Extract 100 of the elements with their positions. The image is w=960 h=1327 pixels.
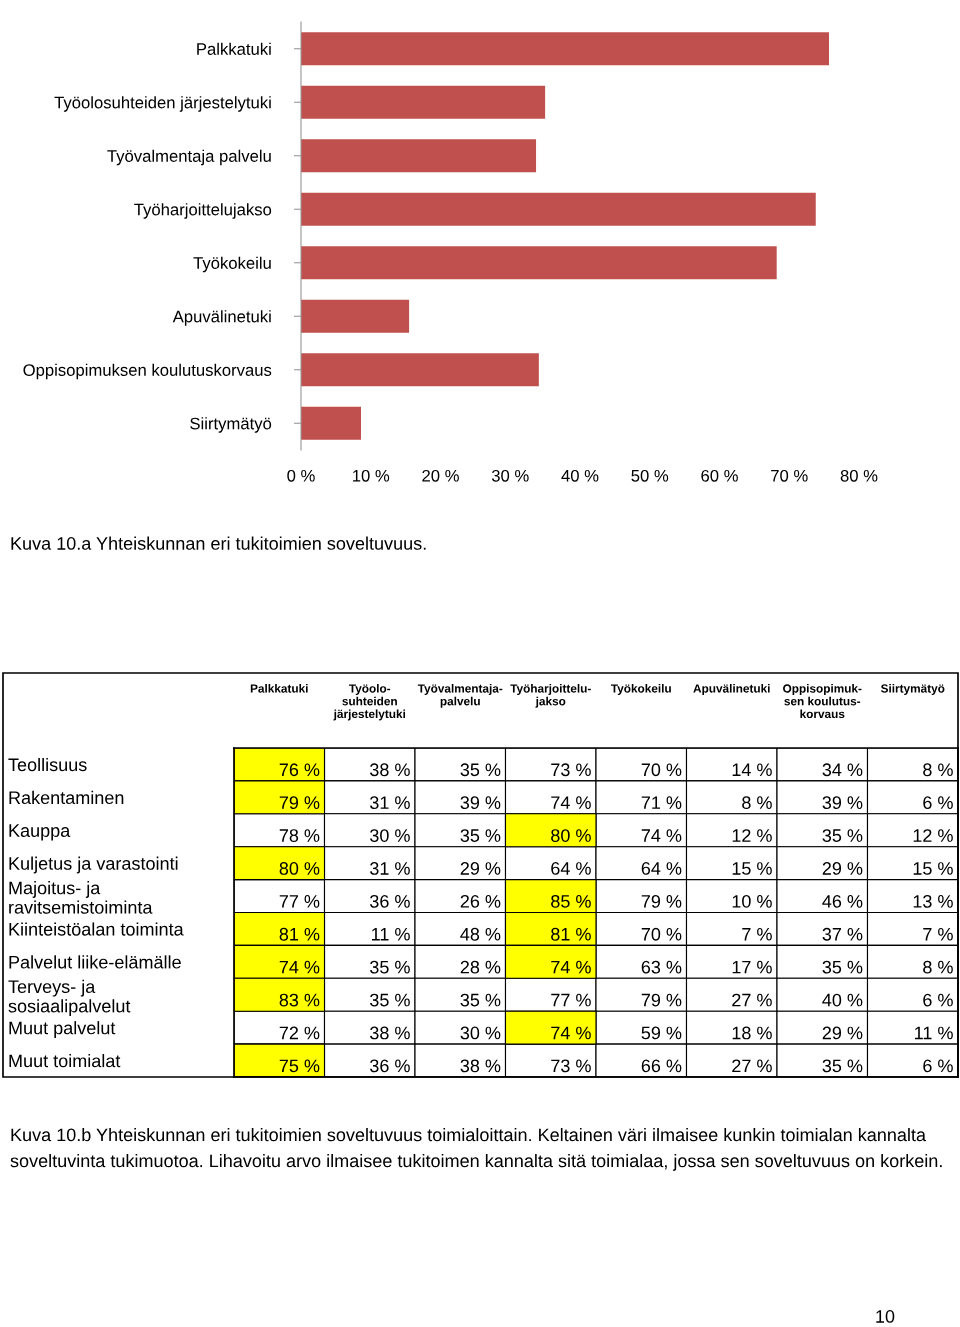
x-tick-label: Oppisopimuk- sen koulutus- korvaus <box>783 684 862 719</box>
data-label: 11 % <box>372 927 410 941</box>
x-tick-label: Palkkatuki <box>250 684 308 693</box>
data-label: 73 % <box>551 763 591 777</box>
data-label: 8 % <box>742 796 772 810</box>
y-tick-label: Palvelut liike-elämälle <box>9 955 181 969</box>
data-label: 79 % <box>641 993 682 1007</box>
data-label: 35 % <box>370 960 410 974</box>
data-label: 28 % <box>460 960 501 974</box>
y-tick-label: Muut toimialat <box>9 1054 121 1068</box>
data-label: 7 % <box>742 927 772 941</box>
data-label: 77 % <box>551 993 591 1007</box>
data-label: 31 % <box>370 862 410 875</box>
x-tick-label: 40 % <box>561 469 599 482</box>
data-label: 46 % <box>822 894 863 908</box>
data-label: 75 % <box>279 1059 320 1073</box>
data-label: 80 % <box>279 862 320 875</box>
y-tick-label: Siirtymätyö <box>190 417 272 433</box>
x-tick-label: Työharjoittelu- jakso <box>510 684 591 708</box>
data-label: 76 % <box>279 763 320 777</box>
y-tick-label: Työvalmentaja palvelu <box>107 149 271 166</box>
data-label: 17 % <box>732 960 772 974</box>
data-label: 59 % <box>641 1026 682 1040</box>
data-label: 73 % <box>551 1059 591 1073</box>
data-label: 74 % <box>279 960 320 974</box>
data-label: 34 % <box>822 763 863 777</box>
data-label: 35 % <box>460 993 501 1007</box>
data-label: 48 % <box>460 927 501 941</box>
data-label: 12 % <box>732 829 772 842</box>
data-label: 6 % <box>923 796 953 810</box>
y-tick-label: Rakentaminen <box>9 790 124 805</box>
data-label: 71 % <box>641 796 682 809</box>
data-label: 29 % <box>822 1026 863 1040</box>
data-label: 35 % <box>370 993 410 1007</box>
data-label: 15 % <box>913 862 953 875</box>
data-label: 38 % <box>460 1059 501 1073</box>
data-label: 10 % <box>732 894 772 908</box>
data-label: 36 % <box>370 894 410 908</box>
y-tick-label: Työkokeilu <box>193 256 271 273</box>
x-tick-label: 0 % <box>287 469 315 482</box>
x-tick-label: 70 % <box>771 469 808 482</box>
data-label: 27 % <box>732 1059 772 1073</box>
x-tick-label: Työolo- suhteiden järjestelytuki <box>333 684 406 721</box>
data-label: 35 % <box>460 829 501 842</box>
y-tick-label: Kauppa <box>9 824 71 841</box>
y-tick-label: Apuvälinetuki <box>172 310 271 326</box>
data-label: 8 % <box>923 763 953 777</box>
x-tick-label: Työvalmentaja- palvelu <box>417 684 503 708</box>
data-label: 72 % <box>279 1026 320 1040</box>
data-label: 64 % <box>551 862 591 875</box>
x-tick-label: 80 % <box>840 469 878 482</box>
data-label: 6 % <box>923 993 953 1007</box>
data-label: 26 % <box>460 894 501 908</box>
x-tick-label: Apuvälinetuki <box>693 684 770 696</box>
x-tick-label: 50 % <box>631 469 669 482</box>
x-tick-label: Siirtymätyö <box>880 684 945 696</box>
data-label: 29 % <box>460 862 501 875</box>
data-label: 6 % <box>923 1059 953 1073</box>
data-label: 36 % <box>370 1059 410 1073</box>
data-label: 80 % <box>551 829 591 842</box>
data-label: 81 % <box>551 927 591 941</box>
data-label: 13 % <box>913 894 953 908</box>
data-label: 66 % <box>641 1059 682 1073</box>
data-label: 74 % <box>641 829 682 842</box>
data-label: 30 % <box>460 1026 501 1040</box>
data-label: 30 % <box>370 829 410 842</box>
x-tick-label: 60 % <box>701 469 738 482</box>
data-label: 35 % <box>822 829 863 842</box>
data-label: 27 % <box>732 993 772 1007</box>
data-label: 35 % <box>822 960 863 974</box>
data-label: 29 % <box>822 862 863 875</box>
data-label: 14 % <box>732 763 772 777</box>
data-label: 70 % <box>641 763 682 777</box>
y-tick-label: Palkkatuki <box>197 42 271 55</box>
data-label: 79 % <box>641 894 682 908</box>
data-label: 38 % <box>370 763 410 777</box>
data-label: 7 % <box>923 927 953 941</box>
text: Kuva 10.b Yhteiskunnan eri tukitoimien soveltuvuus toimialoittain. Keltainen väri ilmaisee kunkin toimialan kannalta soveltuvinta tukimuotoa. Lihavoitu arvo ilmaisee tukitoimen kannalta sitä toimialaa, jossa sen soveltuvuus on korkein. <box>10 1128 942 1171</box>
data-label: 11 % <box>915 1026 953 1040</box>
data-label: 63 % <box>641 960 682 974</box>
y-tick-label: Kuljetus ja varastointi <box>9 856 178 874</box>
data-label: 39 % <box>822 796 863 810</box>
data-label: 81 % <box>279 927 320 941</box>
data-label: 37 % <box>822 927 863 941</box>
data-label: 38 % <box>370 1026 410 1040</box>
data-label: 70 % <box>641 927 682 941</box>
x-tick-label: Työkokeilu <box>610 684 671 696</box>
y-tick-label: Teollisuus <box>8 757 87 772</box>
y-tick-label: Työolosuhteiden järjestelytuki <box>54 96 271 112</box>
text: 10 <box>876 1310 895 1323</box>
y-tick-label: Oppisopimuksen koulutuskorvaus <box>23 363 272 380</box>
data-label: 77 % <box>279 895 320 908</box>
data-label: 8 % <box>923 960 953 974</box>
data-label: 83 % <box>279 993 320 1007</box>
data-label: 35 % <box>460 763 501 777</box>
y-tick-label: Majoitus- ja ravitsemistoiminta <box>9 881 153 914</box>
data-label: 12 % <box>913 829 953 842</box>
data-label: 31 % <box>370 796 410 810</box>
x-tick-label: 30 % <box>491 469 529 482</box>
data-label: 15 % <box>732 862 772 875</box>
